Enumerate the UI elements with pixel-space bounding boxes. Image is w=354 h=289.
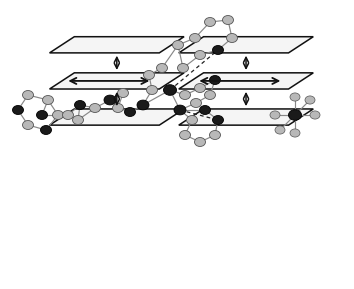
Circle shape xyxy=(205,18,216,27)
Circle shape xyxy=(52,110,63,119)
Circle shape xyxy=(23,121,34,129)
Circle shape xyxy=(194,84,206,92)
Polygon shape xyxy=(179,37,313,53)
Circle shape xyxy=(174,105,186,115)
Polygon shape xyxy=(50,73,184,89)
Circle shape xyxy=(36,110,47,119)
Circle shape xyxy=(200,105,211,114)
Circle shape xyxy=(73,116,84,125)
Circle shape xyxy=(223,16,234,25)
Circle shape xyxy=(289,110,302,120)
Circle shape xyxy=(23,90,34,99)
Circle shape xyxy=(290,129,300,137)
Circle shape xyxy=(194,51,206,60)
Polygon shape xyxy=(50,37,184,53)
Circle shape xyxy=(147,86,158,95)
Circle shape xyxy=(305,96,315,104)
Circle shape xyxy=(210,75,221,84)
Circle shape xyxy=(190,99,201,108)
Circle shape xyxy=(113,103,124,112)
Circle shape xyxy=(156,64,167,73)
Circle shape xyxy=(42,95,53,105)
Circle shape xyxy=(290,93,300,101)
Circle shape xyxy=(164,85,177,95)
Circle shape xyxy=(310,111,320,119)
Polygon shape xyxy=(179,73,313,89)
Circle shape xyxy=(179,131,190,140)
Circle shape xyxy=(212,116,223,125)
Circle shape xyxy=(210,131,221,140)
Circle shape xyxy=(74,101,86,110)
Circle shape xyxy=(104,95,116,105)
Circle shape xyxy=(143,71,154,79)
Circle shape xyxy=(125,108,136,116)
Circle shape xyxy=(137,100,149,110)
Circle shape xyxy=(63,110,74,119)
Circle shape xyxy=(205,90,216,99)
Circle shape xyxy=(212,45,223,55)
Circle shape xyxy=(118,88,129,97)
Circle shape xyxy=(189,34,200,42)
Circle shape xyxy=(40,125,51,134)
Circle shape xyxy=(179,90,190,99)
Circle shape xyxy=(172,40,183,49)
Circle shape xyxy=(275,126,285,134)
Circle shape xyxy=(194,138,206,147)
Circle shape xyxy=(227,34,238,42)
Polygon shape xyxy=(50,109,184,125)
Polygon shape xyxy=(179,109,313,125)
Circle shape xyxy=(12,105,23,114)
Circle shape xyxy=(90,103,101,112)
Circle shape xyxy=(270,111,280,119)
Circle shape xyxy=(177,64,188,73)
Circle shape xyxy=(187,116,198,125)
